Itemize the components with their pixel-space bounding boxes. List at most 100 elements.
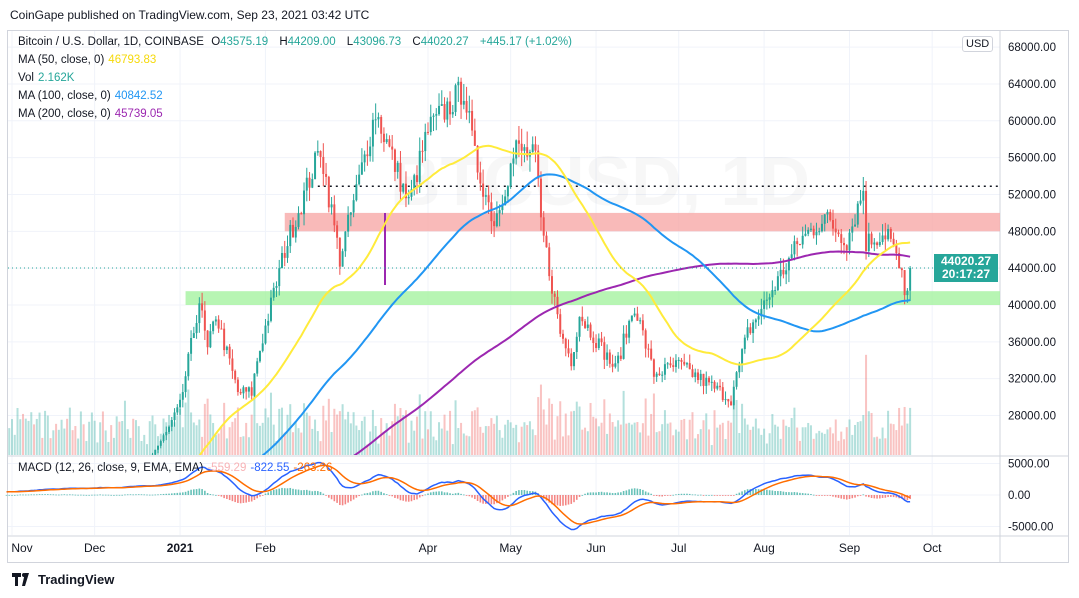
volume-bar — [170, 419, 173, 455]
candle-body — [603, 342, 606, 360]
volume-bar — [289, 404, 292, 455]
macd-histogram-bar — [879, 495, 881, 499]
macd-histogram-bar — [328, 495, 330, 498]
candle-body — [292, 224, 295, 238]
candle-body — [573, 352, 576, 367]
volume-bar — [217, 433, 220, 455]
volume-bar — [203, 403, 206, 455]
macd-histogram-bar — [96, 494, 99, 496]
tradingview-logo[interactable]: TradingView — [12, 572, 114, 587]
candle-body — [363, 154, 366, 163]
volume-bar — [96, 442, 99, 455]
ma200-legend[interactable]: MA (200, close, 0) 45739.05 — [18, 108, 167, 120]
volume-bar — [90, 412, 93, 455]
volume-bar — [484, 426, 487, 455]
macd-histogram-bar — [49, 494, 52, 496]
candle-body — [333, 204, 336, 226]
volume-bar — [603, 399, 606, 455]
candle-body — [85, 507, 87, 508]
volume-bar — [719, 424, 722, 455]
y-tick-label: 56000.00 — [1008, 153, 1056, 165]
candle-body — [592, 337, 595, 344]
ma50-legend[interactable]: MA (50, close, 0) 46793.83 — [18, 54, 160, 66]
candle-body — [465, 100, 468, 113]
macd-histogram-bar — [275, 489, 278, 495]
candle-body — [154, 449, 157, 455]
macd-legend[interactable]: MACD (12, 26, close, 9, EMA, EMA) -559.29… — [18, 462, 336, 474]
candle-body — [903, 270, 906, 296]
ohlc-open: O43575.19 — [211, 36, 272, 48]
ohlc-low: L43096.73 — [347, 36, 405, 48]
candle-body — [774, 290, 777, 292]
x-tick-label: Sep — [839, 541, 861, 555]
macd-histogram-bar — [639, 489, 641, 495]
vol-legend[interactable]: Vol 2.162K — [18, 72, 78, 84]
volume-bar — [487, 426, 490, 455]
macd-histogram-bar — [471, 495, 473, 498]
candle-body — [669, 363, 672, 366]
candle-body — [438, 105, 441, 115]
last-price: 44020.27 — [940, 254, 992, 268]
candle-body — [578, 316, 581, 337]
volume-bar — [909, 407, 912, 455]
candle-body — [699, 373, 702, 381]
macd-histogram-bar — [843, 495, 845, 500]
candle-body — [504, 196, 507, 206]
currency-button[interactable]: USD — [962, 36, 994, 52]
candle-body — [72, 510, 74, 512]
macd-histogram-bar — [253, 495, 256, 500]
macd-histogram-bar — [760, 489, 763, 495]
macd-histogram-bar — [325, 495, 327, 496]
volume-bar — [542, 409, 545, 455]
ma100-line — [261, 173, 911, 455]
volume-bar — [688, 419, 691, 455]
macd-histogram-bar — [862, 494, 865, 496]
volume-bar — [528, 421, 531, 455]
volume-bar — [495, 415, 498, 455]
macd-histogram-bar — [777, 491, 779, 495]
volume-bar — [790, 418, 793, 455]
candle-body — [892, 238, 895, 245]
candle-body — [228, 346, 231, 359]
candle-body — [116, 484, 118, 490]
volume-bar — [531, 429, 534, 455]
volume-bar — [694, 438, 697, 455]
volume-bar — [625, 423, 628, 455]
candle-body — [278, 268, 281, 287]
volume-bar — [760, 434, 763, 455]
volume-bar — [834, 419, 837, 455]
macd-histogram-bar — [102, 494, 104, 496]
candle-body — [644, 330, 647, 349]
macd-histogram-bar — [113, 494, 115, 496]
candle-body — [250, 387, 253, 396]
candle-body — [168, 426, 171, 432]
macd-histogram-bar — [407, 495, 410, 502]
volume-bar — [27, 420, 30, 455]
candle-body — [410, 189, 413, 197]
macd-histogram-bar — [212, 494, 214, 496]
candle-body — [176, 407, 179, 413]
macd-histogram-bar — [44, 494, 46, 495]
candle-body — [220, 328, 223, 330]
candle-body — [716, 385, 719, 389]
macd-histogram-bar — [184, 491, 187, 495]
macd-histogram-bar — [655, 495, 658, 496]
candle-body — [688, 363, 691, 370]
publisher-caption: CoinGape published on TradingView.com, S… — [10, 8, 370, 22]
macd-histogram-bar — [74, 494, 77, 496]
ma100-legend[interactable]: MA (100, close, 0) 40842.52 — [18, 90, 167, 102]
candle-body — [498, 210, 501, 214]
candle-body — [358, 174, 361, 185]
close-label: C — [412, 36, 421, 48]
macd-histogram-bar — [317, 491, 319, 495]
candle-body — [771, 290, 774, 298]
volume-bar — [242, 436, 245, 455]
grid — [8, 31, 1000, 535]
candle-body — [41, 527, 43, 529]
candle-body — [245, 387, 248, 392]
volume-bar — [567, 435, 570, 455]
macd-histogram-bar — [388, 495, 391, 496]
candle-body — [404, 183, 407, 199]
volume-bar — [473, 410, 476, 455]
